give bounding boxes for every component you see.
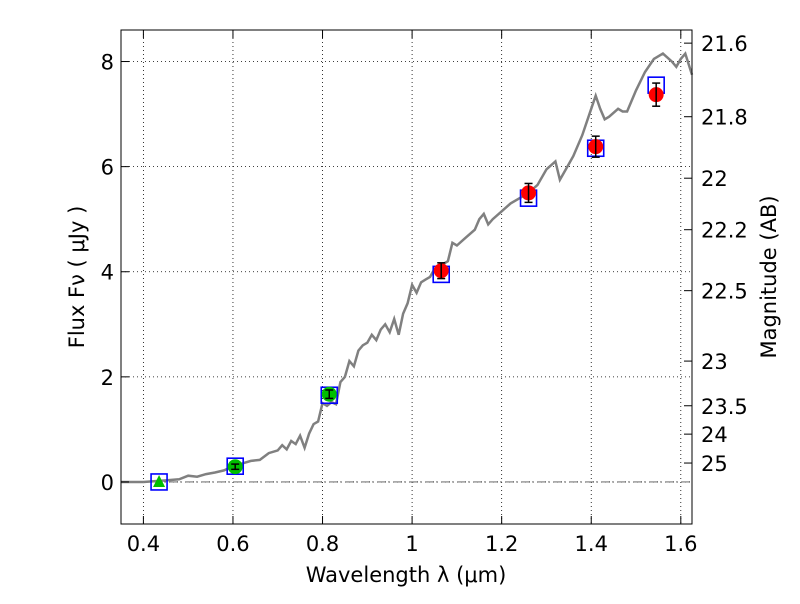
- x-tick-label: 1.2: [485, 532, 518, 556]
- mag-tick-label: 23: [701, 350, 728, 374]
- x-axis-label: Wavelength λ (μm): [306, 563, 507, 587]
- model-photometry-square: [150, 473, 168, 491]
- mag-tick-label: 22: [701, 167, 728, 191]
- model-spectrum-line: [121, 51, 694, 484]
- mag-tick-label: 21.6: [701, 32, 748, 56]
- y-tick-label: 0: [101, 471, 114, 495]
- x-tick-label: 1.4: [575, 532, 608, 556]
- x-tick-label: 0.8: [306, 532, 339, 556]
- y-tick-label: 4: [101, 261, 114, 285]
- y-axis-label: Flux Fν ( μJy ): [65, 206, 89, 349]
- x-tick-label: 1.6: [664, 532, 697, 556]
- mag-tick-label: 24: [701, 423, 728, 447]
- mag-tick-label: 22.2: [701, 219, 748, 243]
- mag-tick-label: 25: [701, 452, 728, 476]
- plot-frame: [120, 29, 693, 525]
- y-tick-label: 6: [101, 156, 114, 180]
- magnitude-axis-label: Magnitude (AB): [757, 195, 781, 358]
- y-tick-label: 2: [101, 366, 114, 390]
- series: [121, 51, 694, 491]
- axis-labels: Wavelength λ (μm) Flux Fν ( μJy ) Magnit…: [65, 195, 781, 587]
- ticks: 0.4 0.6 0.8 1 1.2 1.4 1.60246821.621.82222.222…: [101, 30, 748, 556]
- x-tick-label: 1: [405, 532, 418, 556]
- mag-tick-label: 23.5: [701, 395, 748, 419]
- plot-background: [121, 30, 692, 524]
- y-tick-label: 8: [101, 51, 114, 75]
- upper-limit-triangle: [153, 474, 166, 487]
- mag-tick-label: 22.5: [701, 280, 748, 304]
- mag-tick-label: 21.8: [701, 106, 748, 130]
- x-tick-label: 0.6: [216, 532, 249, 556]
- x-tick-label: 0.4: [127, 532, 160, 556]
